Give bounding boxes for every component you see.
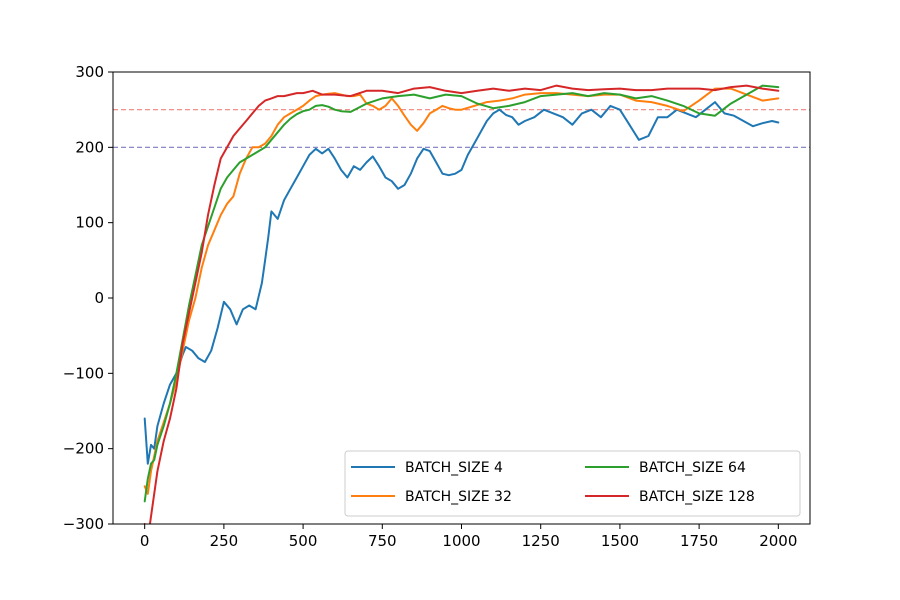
y-tick-label: 200 [75,138,104,156]
x-tick-label: 1000 [442,532,480,550]
legend: BATCH_SIZE 4 BATCH_SIZE 64 BATCH_SIZE 32 BA… [344,450,801,517]
legend-box [344,450,801,517]
x-tick-label: 1750 [680,532,718,550]
legend-label-4: BATCH_SIZE 128 [639,489,755,505]
x-tick-label: 1500 [601,532,639,550]
series-line-3 [143,84,780,503]
x-tick-label: 0 [140,532,150,550]
x-tick-label: 2000 [759,532,797,550]
legend-label-1: BATCH_SIZE 4 [405,460,503,476]
y-tick-label: −300 [63,515,104,533]
series-line-4 [143,84,780,524]
series-line-1 [143,101,780,465]
legend-label-3: BATCH_SIZE 64 [639,460,746,476]
x-tick-label: 1250 [522,532,560,550]
y-tick-label: 0 [94,289,104,307]
y-tick-label: −200 [63,440,104,458]
y-tick-label: 300 [75,63,104,81]
y-tick-label: −100 [63,364,104,382]
legend-label-2: BATCH_SIZE 32 [405,489,512,505]
x-tick-label: 500 [289,532,318,550]
x-tick-label: 750 [368,532,397,550]
x-tick-label: 250 [210,532,239,550]
y-tick-label: 100 [75,214,104,232]
